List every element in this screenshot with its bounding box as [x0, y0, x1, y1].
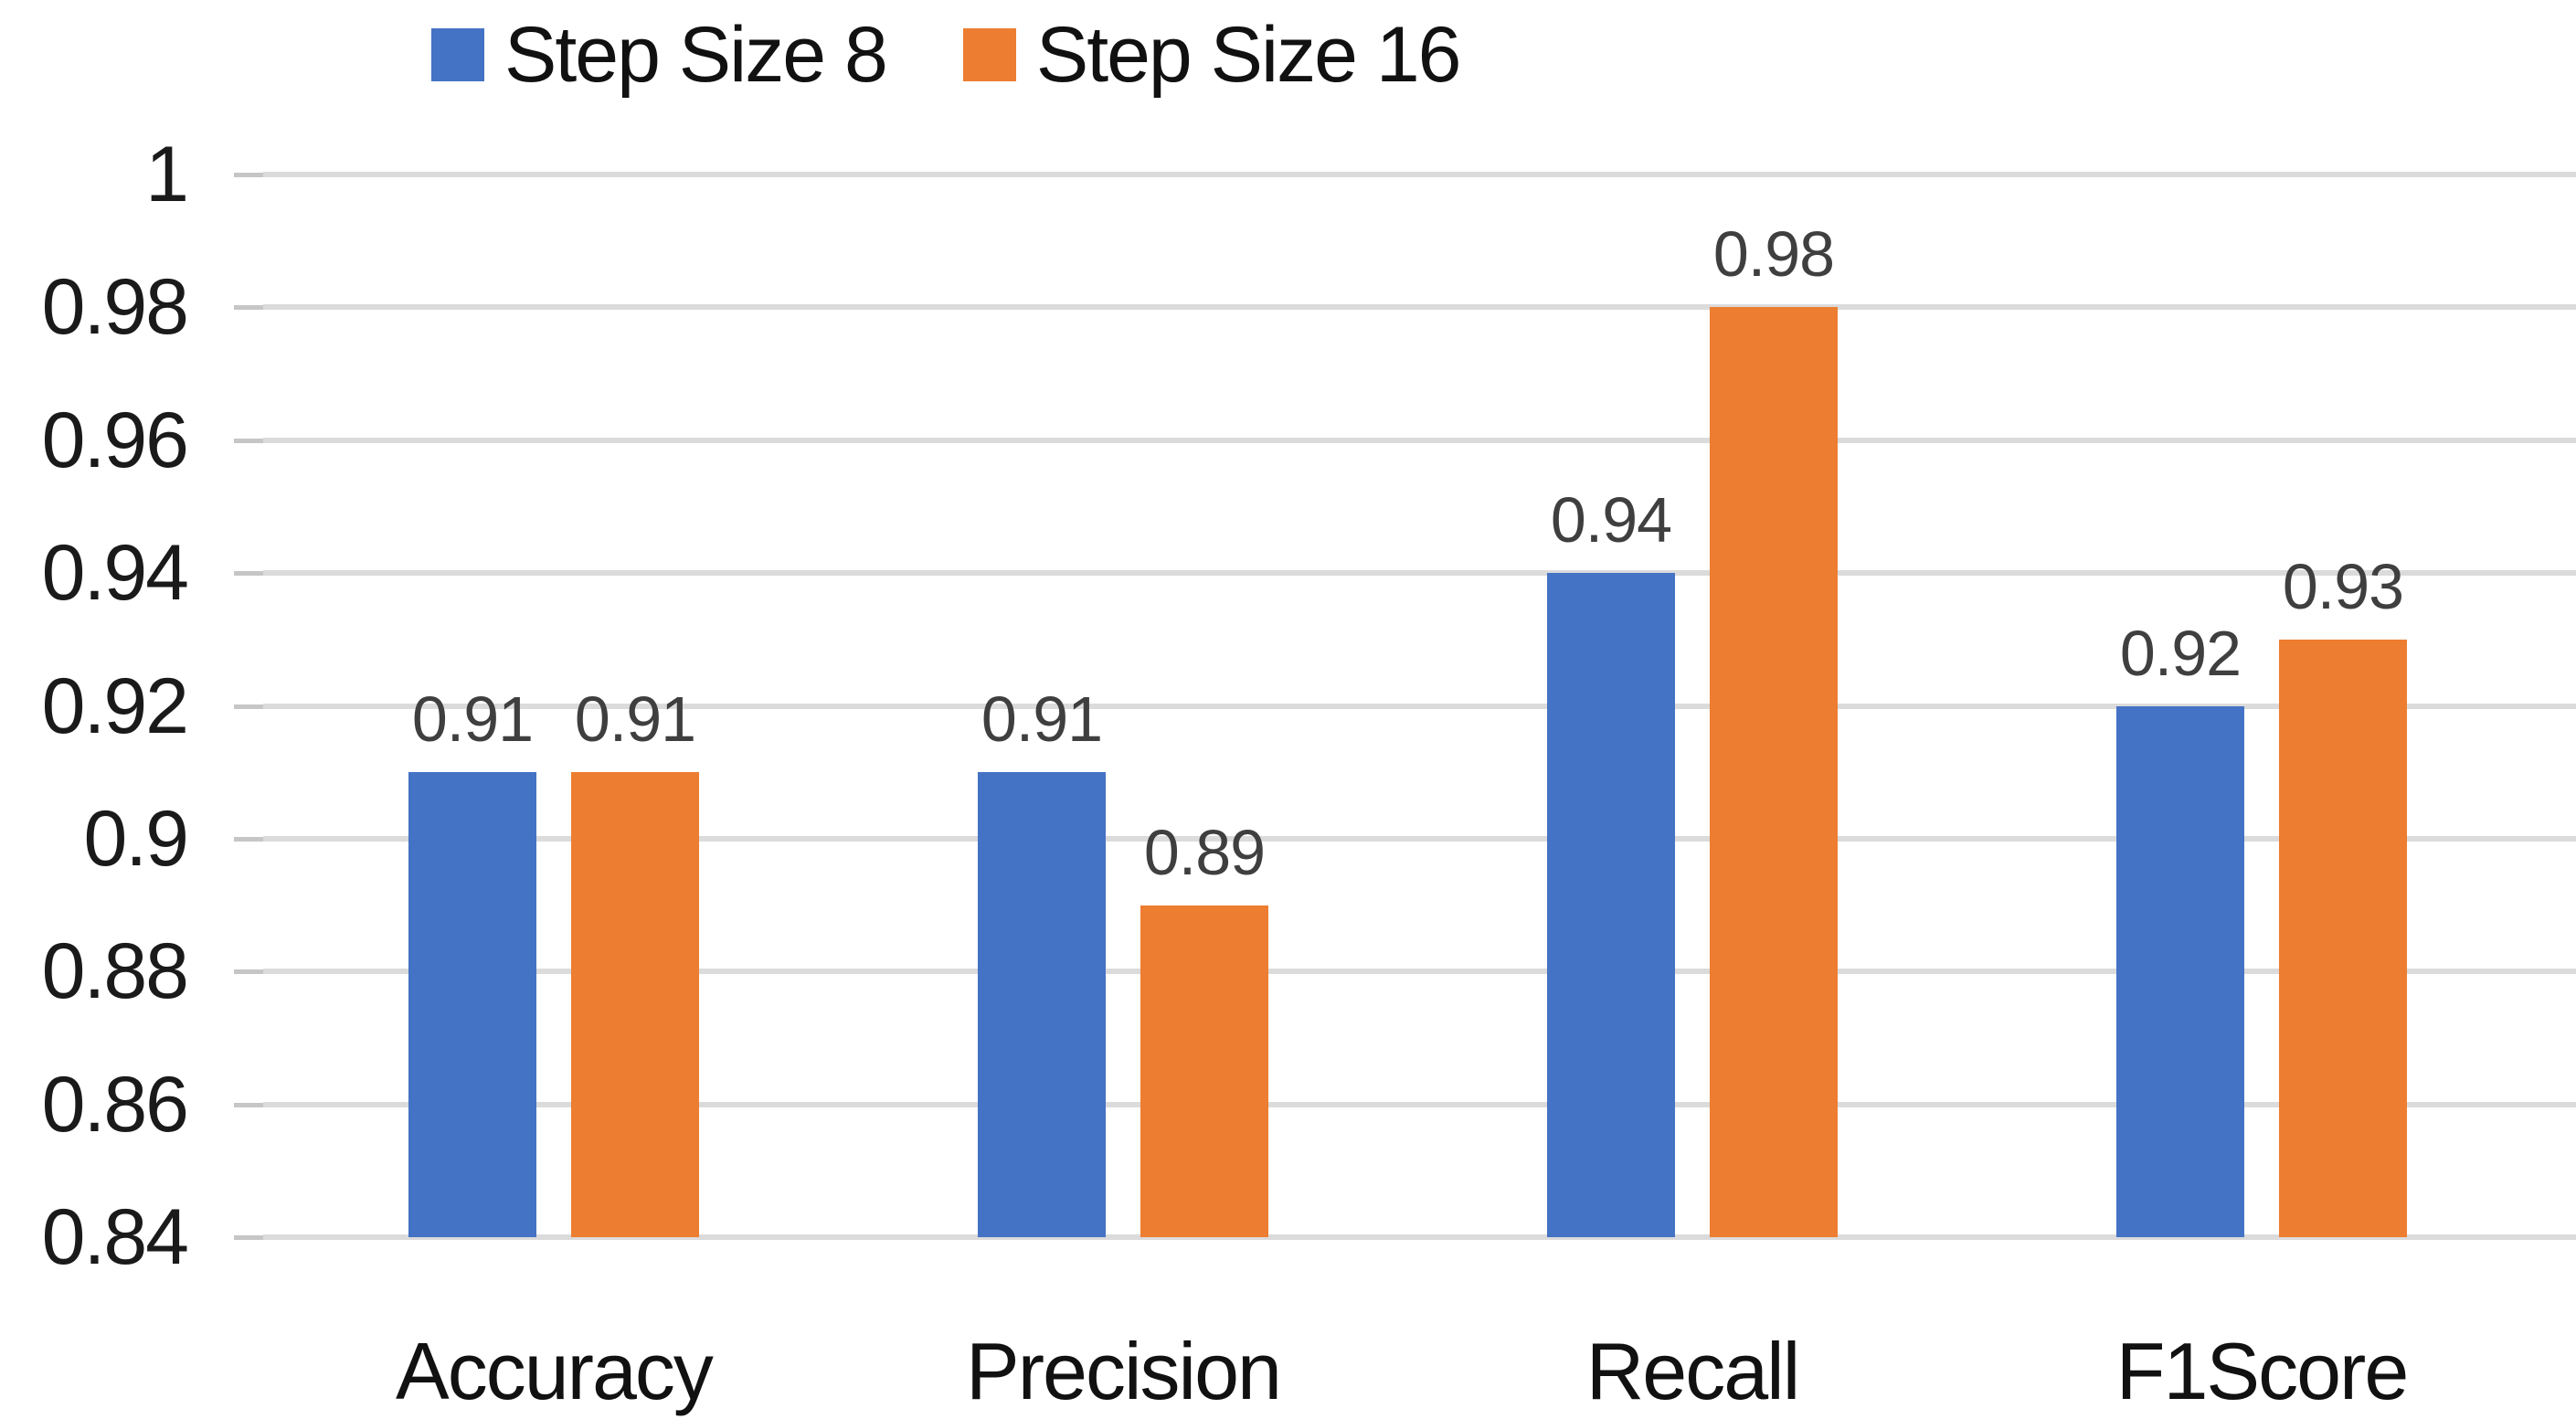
x-category-label: Recall	[1585, 1326, 1801, 1416]
y-tick-label: 0.96	[41, 396, 189, 484]
bar-value-label: 0.89	[1143, 816, 1266, 888]
bar-step-size-8-f1score	[2116, 705, 2244, 1237]
bar-value-label: 0.94	[1550, 484, 1672, 556]
y-tick-label: 0.86	[41, 1060, 189, 1149]
axis-tick	[234, 571, 263, 577]
x-category-label: F1Score	[2115, 1326, 2410, 1416]
legend-swatch-step-size-8	[431, 28, 484, 81]
bar-value-label: 0.98	[1712, 218, 1835, 291]
gridline	[263, 703, 2576, 709]
y-tick-label: 0.94	[41, 529, 189, 618]
bar-value-label: 0.91	[411, 683, 534, 756]
bar-step-size-8-accuracy	[408, 772, 536, 1237]
bar-value-label: 0.91	[574, 683, 696, 756]
gridline	[263, 1234, 2576, 1240]
bar-step-size-16-accuracy	[571, 772, 699, 1237]
axis-tick	[234, 704, 263, 709]
gridline	[263, 969, 2576, 975]
legend-swatch-step-size-16	[962, 28, 1016, 81]
legend-item-step-size-8: Step Size 8	[431, 10, 888, 101]
x-category-label: Accuracy	[396, 1326, 714, 1416]
bar-step-size-16-precision	[1140, 905, 1268, 1237]
gridline	[263, 304, 2576, 311]
legend-label-step-size-8: Step Size 8	[504, 10, 888, 99]
y-tick-label: 0.9	[83, 794, 189, 883]
axis-tick	[234, 836, 263, 842]
bar-step-size-8-precision	[978, 772, 1106, 1237]
axis-tick	[234, 438, 263, 443]
x-category-label: Precision	[966, 1326, 1282, 1416]
y-tick-label: 1	[145, 131, 189, 218]
bar-step-size-8-recall	[1547, 573, 1675, 1237]
axis-tick	[234, 1102, 263, 1107]
bar-value-label: 0.91	[981, 683, 1103, 756]
bar-value-label: 0.93	[2282, 550, 2404, 622]
gridline	[263, 437, 2576, 443]
gridline	[263, 1101, 2576, 1107]
legend: Step Size 8 Step Size 16	[431, 7, 1462, 102]
y-tick-label: 0.84	[41, 1193, 189, 1281]
axis-tick	[234, 173, 263, 177]
y-tick-label: 0.98	[41, 263, 189, 352]
legend-item-step-size-16: Step Size 16	[962, 10, 1462, 101]
y-tick-label: 0.92	[41, 662, 189, 750]
bar-value-label: 0.92	[2119, 617, 2242, 689]
axis-tick	[234, 305, 263, 311]
gridline	[263, 835, 2576, 842]
gridline	[263, 570, 2576, 577]
gridline	[263, 172, 2576, 177]
axis-tick	[234, 969, 263, 975]
bar-step-size-16-f1score	[2279, 639, 2407, 1237]
legend-label-step-size-16: Step Size 16	[1035, 10, 1462, 99]
y-tick-label: 0.88	[41, 927, 189, 1016]
bar-step-size-16-recall	[1710, 307, 1838, 1237]
axis-tick	[234, 1235, 263, 1240]
